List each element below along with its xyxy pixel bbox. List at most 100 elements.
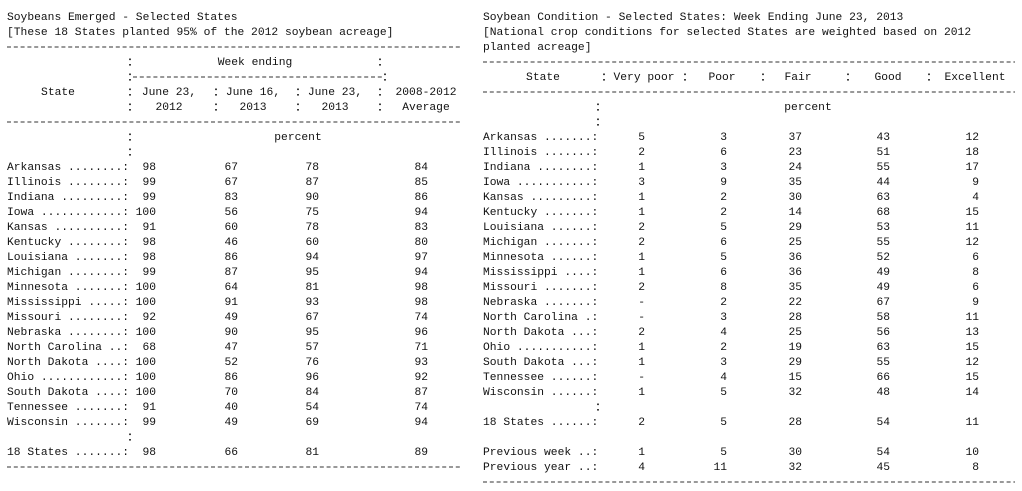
cell: 70 xyxy=(224,387,238,399)
colon-dot xyxy=(215,94,217,96)
cell: 53 xyxy=(876,222,890,234)
cell: 4 xyxy=(720,372,727,384)
colon-dot xyxy=(597,124,599,126)
cell: 30 xyxy=(788,447,802,459)
cell: 99 xyxy=(142,417,156,429)
cell: 12 xyxy=(965,237,979,249)
row-label: North Carolina .: xyxy=(483,312,598,324)
table-note: [These 18 States planted 95% of the 2012… xyxy=(7,27,393,39)
column-header: 2012 xyxy=(155,102,182,114)
cell: 35 xyxy=(788,177,802,189)
cell: 83 xyxy=(224,192,238,204)
cell: 2 xyxy=(720,297,727,309)
cell: 14 xyxy=(788,207,802,219)
row-label: Ohio ...........: xyxy=(483,342,598,354)
row-label: Tennessee .......: xyxy=(7,402,129,414)
cell: 75 xyxy=(305,207,319,219)
cell: 8 xyxy=(972,267,979,279)
cell: 2 xyxy=(638,282,645,294)
cell: 54 xyxy=(876,417,890,429)
row-label: Missouri .......: xyxy=(483,282,598,294)
cell: 97 xyxy=(414,252,428,264)
row-label: Michigan ........: xyxy=(7,267,129,279)
column-header: Very poor xyxy=(613,72,674,84)
colon-dot xyxy=(928,79,930,81)
cell: 95 xyxy=(305,327,319,339)
cell: 1 xyxy=(638,192,645,204)
row-label: North Dakota ....: xyxy=(7,357,129,369)
cell: 71 xyxy=(414,342,428,354)
row-label: Missouri ........: xyxy=(7,312,129,324)
colon-dot xyxy=(297,109,299,111)
cell: 90 xyxy=(224,327,238,339)
cell: 52 xyxy=(224,357,238,369)
cell: 91 xyxy=(142,222,156,234)
row-label: Louisiana ......: xyxy=(483,222,598,234)
column-header: June 23, xyxy=(142,87,196,99)
cell: 12 xyxy=(965,132,979,144)
row-label: Kentucky ........: xyxy=(7,237,129,249)
cell: 11 xyxy=(965,417,979,429)
cell: 91 xyxy=(142,402,156,414)
cell: 49 xyxy=(876,282,890,294)
row-label: Iowa ...........: xyxy=(483,177,598,189)
cell: 5 xyxy=(720,417,727,429)
cell: 51 xyxy=(876,147,890,159)
row-label: Indiana .........: xyxy=(7,192,129,204)
colon-dot xyxy=(597,409,599,411)
cell: 96 xyxy=(305,372,319,384)
colon-dot xyxy=(129,94,131,96)
column-header: June 16, xyxy=(226,87,280,99)
cell: 81 xyxy=(305,282,319,294)
row-label: Minnesota .......: xyxy=(7,282,129,294)
row-label: Kentucky .......: xyxy=(483,207,598,219)
cell: 12 xyxy=(965,357,979,369)
cell: 67 xyxy=(224,177,238,189)
row-label: 18 States ......: xyxy=(483,417,598,429)
state-header: State xyxy=(41,87,75,99)
table-note: [National crop conditions for selected S… xyxy=(483,27,971,39)
cell: 48 xyxy=(876,387,890,399)
cell: 92 xyxy=(414,372,428,384)
colon-dot xyxy=(129,109,131,111)
cell: 11 xyxy=(965,312,979,324)
cell: 98 xyxy=(414,282,428,294)
colon-dot xyxy=(297,88,299,91)
cell: 2 xyxy=(638,417,645,429)
cell: 36 xyxy=(788,267,802,279)
row-label: Indiana ........: xyxy=(483,162,598,174)
cell: 13 xyxy=(965,327,979,339)
colon-dot xyxy=(597,118,599,121)
cell: 98 xyxy=(142,162,156,174)
cell: 69 xyxy=(305,417,319,429)
cell: 94 xyxy=(414,207,428,219)
cell: 100 xyxy=(136,357,157,369)
cell: 32 xyxy=(788,387,802,399)
colon-dot xyxy=(847,79,849,81)
colon-dot xyxy=(684,73,686,76)
colon-dot xyxy=(215,109,217,111)
colon-dot xyxy=(215,103,217,106)
row-label: Wisconsin ......: xyxy=(483,387,598,399)
cell: 2 xyxy=(638,327,645,339)
row-label: Kansas ..........: xyxy=(7,222,129,234)
cell: 98 xyxy=(414,297,428,309)
row-label: Illinois .......: xyxy=(483,147,598,159)
cell: 56 xyxy=(876,327,890,339)
row-label: North Carolina ..: xyxy=(7,342,129,354)
colon-dot xyxy=(379,109,381,111)
cell: 100 xyxy=(136,327,157,339)
cell: 11 xyxy=(965,222,979,234)
row-label: South Dakota ...: xyxy=(483,357,598,369)
cell: 87 xyxy=(414,387,428,399)
column-header: Good xyxy=(874,72,901,84)
cell: 60 xyxy=(305,237,319,249)
colon-dot xyxy=(129,79,131,81)
cell: 1 xyxy=(638,342,645,354)
cell: 24 xyxy=(788,162,802,174)
cell: 6 xyxy=(720,237,727,249)
cell: 1 xyxy=(638,387,645,399)
cell: 86 xyxy=(224,252,238,264)
cell: 55 xyxy=(876,357,890,369)
cell: 19 xyxy=(788,342,802,354)
